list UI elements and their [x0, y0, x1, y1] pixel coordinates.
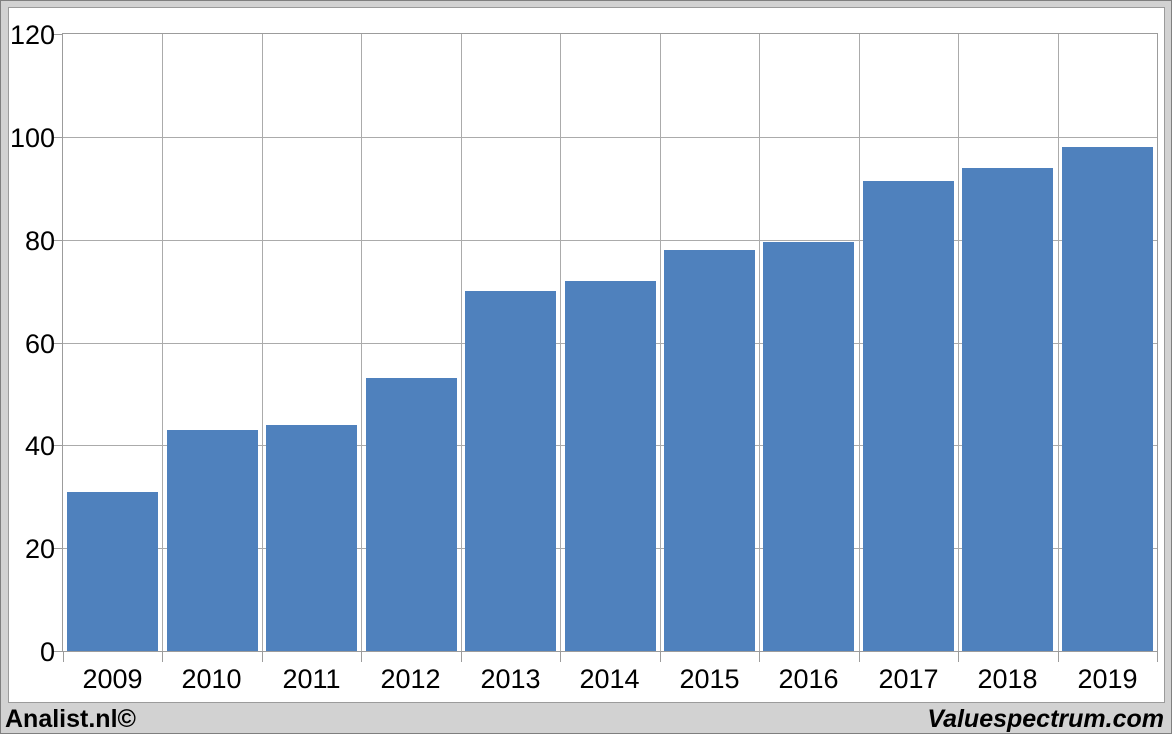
analist-credit: Analist.nl©	[5, 705, 136, 733]
x-axis-label: 2013	[480, 664, 541, 694]
gridline-vertical	[262, 34, 263, 651]
gridline-vertical	[461, 34, 462, 651]
x-axis-label: 2016	[778, 664, 839, 694]
y-axis-label: 40	[24, 431, 55, 461]
gridline-vertical	[660, 34, 661, 651]
x-axis-tick	[1058, 651, 1059, 662]
gridline-vertical	[859, 34, 860, 651]
plot-area	[53, 33, 1158, 662]
x-axis-label: 2009	[82, 664, 143, 694]
y-axis-label: 100	[9, 123, 55, 153]
gridline-vertical	[759, 34, 760, 651]
gridline-horizontal	[63, 240, 1157, 241]
footer-bar: Analist.nl© Valuespectrum.com	[1, 703, 1171, 733]
bar-2011	[266, 425, 357, 651]
x-axis-tick	[560, 651, 561, 662]
x-axis-tick	[958, 651, 959, 662]
x-axis-tick	[162, 651, 163, 662]
bar-2017	[863, 181, 954, 651]
gridline-vertical	[560, 34, 561, 651]
x-axis-label: 2015	[679, 664, 740, 694]
x-axis-tick	[1157, 651, 1158, 662]
x-axis-label: 2019	[1077, 664, 1138, 694]
x-axis-label: 2014	[579, 664, 640, 694]
x-axis-tick	[262, 651, 263, 662]
y-axis-label: 0	[39, 637, 55, 667]
y-axis-tick	[53, 34, 63, 35]
x-axis-label: 2017	[878, 664, 939, 694]
y-axis-tick	[53, 240, 63, 241]
y-axis-tick	[53, 548, 63, 549]
x-axis-label: 2010	[181, 664, 242, 694]
y-axis-tick	[53, 445, 63, 446]
x-axis-tick	[461, 651, 462, 662]
valuespectrum-credit: Valuespectrum.com	[927, 705, 1164, 733]
bar-2018	[962, 168, 1053, 651]
x-axis-tick	[660, 651, 661, 662]
bar-2010	[167, 430, 258, 651]
x-axis-tick	[63, 651, 64, 662]
bar-2014	[565, 281, 656, 651]
y-axis-label: 80	[24, 226, 55, 256]
x-axis-tick	[361, 651, 362, 662]
bar-2012	[366, 378, 457, 651]
x-axis-label: 2011	[282, 664, 341, 694]
chart-panel: 0 20 40 60 80 100 120 2009 2010 2011 2012 2013 2014…	[8, 7, 1165, 703]
gridline-vertical	[162, 34, 163, 651]
y-axis-tick	[53, 651, 63, 652]
bar-2019	[1062, 147, 1153, 651]
gridline-horizontal	[63, 137, 1157, 138]
y-axis-label: 20	[24, 534, 55, 564]
gridline-vertical	[361, 34, 362, 651]
y-axis-tick	[53, 343, 63, 344]
y-axis-label: 60	[24, 329, 55, 359]
x-axis-label: 2018	[977, 664, 1038, 694]
x-axis-tick	[759, 651, 760, 662]
y-axis-label: 120	[9, 20, 55, 50]
bar-2015	[664, 250, 755, 651]
x-axis-label: 2012	[380, 664, 441, 694]
y-axis-tick	[53, 137, 63, 138]
bar-2013	[465, 291, 556, 651]
bar-2016	[763, 242, 854, 651]
x-axis-tick	[859, 651, 860, 662]
gridline-vertical	[958, 34, 959, 651]
gridline-vertical	[1058, 34, 1059, 651]
bar-2009	[67, 492, 158, 651]
